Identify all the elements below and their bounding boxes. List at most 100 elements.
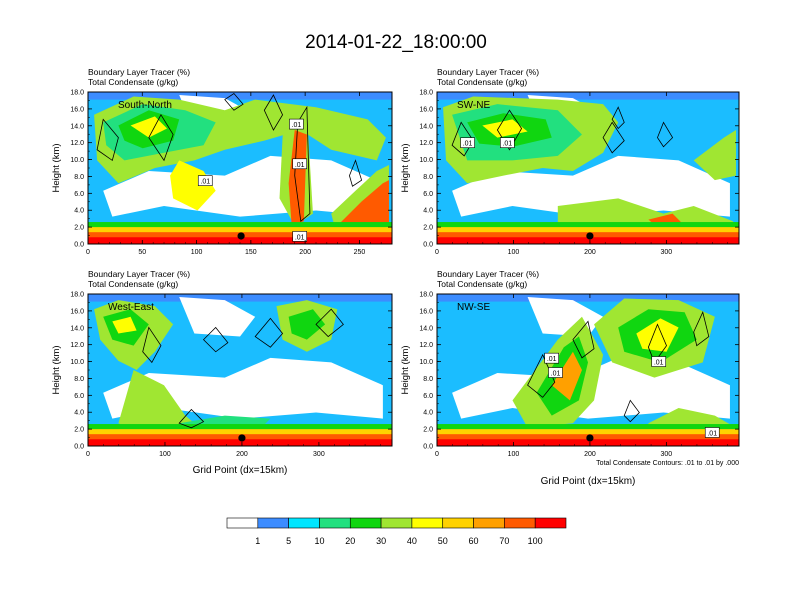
panel-title-line: Boundary Layer Tracer (%) bbox=[88, 269, 190, 279]
y-tick-label: 8.0 bbox=[423, 174, 433, 181]
panel-title-line: Boundary Layer Tracer (%) bbox=[437, 67, 539, 77]
y-axis-label: Height (km) bbox=[51, 143, 62, 192]
y-tick-label: 14.0 bbox=[419, 123, 433, 130]
plot-frame bbox=[436, 91, 740, 245]
tracer-field-shape bbox=[452, 104, 582, 161]
y-tick-label: 0.0 bbox=[423, 444, 433, 451]
field-background bbox=[88, 294, 392, 446]
colorbar-swatch bbox=[380, 517, 413, 529]
condensate-contour bbox=[602, 121, 625, 154]
contour-label-box bbox=[197, 175, 213, 186]
x-tick-label: 100 bbox=[191, 249, 203, 256]
boundary-layer-band bbox=[437, 232, 739, 244]
tracer-field-shape bbox=[179, 415, 271, 436]
x-axis-label: Grid Point (dx=15km) bbox=[193, 465, 288, 476]
boundary-layer-band bbox=[88, 429, 392, 446]
colorbar-label: 10 bbox=[314, 536, 324, 546]
tracer-field-shape bbox=[130, 116, 168, 138]
tracer-field-shape bbox=[648, 213, 685, 232]
contour-label-box bbox=[704, 427, 720, 438]
field-background bbox=[437, 92, 739, 244]
panel-title-line: Boundary Layer Tracer (%) bbox=[437, 269, 539, 279]
tracer-field-shape bbox=[112, 316, 137, 334]
location-marker bbox=[238, 434, 246, 442]
tracer-field-shape bbox=[279, 107, 313, 226]
field-clear-region bbox=[179, 297, 256, 337]
condensate-contour bbox=[451, 121, 474, 157]
condensate-contour bbox=[294, 105, 311, 222]
y-tick-label: 16.0 bbox=[419, 308, 433, 315]
y-axis-label: Height (km) bbox=[400, 143, 411, 192]
contour-label: .01 bbox=[551, 371, 561, 378]
field-clear-region bbox=[527, 95, 604, 135]
field-layers: .01 .01 .01 .01 bbox=[437, 297, 739, 446]
x-tick-label: 100 bbox=[508, 249, 520, 256]
colorbar-label: 5 bbox=[286, 536, 291, 546]
y-tick-label: 6.0 bbox=[423, 393, 433, 400]
tracer-field-shape bbox=[536, 336, 588, 416]
x-tick-label: 200 bbox=[584, 249, 596, 256]
contour-label: .01 bbox=[295, 234, 305, 241]
field-layers bbox=[88, 297, 392, 446]
boundary-layer-band bbox=[88, 222, 392, 244]
panel-south-north: .01 .01 .01 .01 0.0 2.0 4.0 6.0 8.0 10.0 12.0 14.0 1… bbox=[51, 67, 393, 256]
y-tick-label: 18.0 bbox=[419, 90, 433, 97]
tracer-field-shape bbox=[512, 316, 604, 428]
x-tick-label: 0 bbox=[435, 249, 439, 256]
y-tick-label: 16.0 bbox=[419, 106, 433, 113]
location-marker bbox=[237, 232, 245, 240]
tracer-field-shape bbox=[337, 180, 389, 240]
y-tick-label: 0.0 bbox=[423, 242, 433, 249]
condensate-contour bbox=[254, 317, 284, 348]
tracer-field-shape bbox=[288, 309, 326, 340]
contour-label-box bbox=[500, 137, 515, 148]
y-tick-label: 0.0 bbox=[74, 444, 84, 451]
contour-label-box bbox=[292, 231, 308, 242]
panel-title-line: Boundary Layer Tracer (%) bbox=[88, 67, 190, 77]
contour-label: .01 bbox=[292, 122, 302, 129]
x-tick-label: 250 bbox=[354, 249, 366, 256]
x-tick-label: 0 bbox=[86, 451, 90, 458]
condensate-contour bbox=[657, 121, 674, 148]
y-tick-label: 8.0 bbox=[74, 376, 84, 383]
colorbar-label: 40 bbox=[407, 536, 417, 546]
y-tick-label: 12.0 bbox=[419, 140, 433, 147]
x-tick-label: 300 bbox=[313, 451, 325, 458]
condensate-contour bbox=[611, 106, 625, 130]
tracer-field-shape bbox=[118, 370, 204, 437]
x-tick-label: 200 bbox=[299, 249, 311, 256]
tracer-field-shape bbox=[482, 119, 528, 138]
field-clear-region bbox=[179, 95, 256, 135]
panel-title-line: Total Condensate (g/kg) bbox=[88, 279, 178, 289]
colorbar-swatch bbox=[504, 517, 536, 529]
tracer-field-shape bbox=[693, 130, 736, 181]
panel-label: South-North bbox=[118, 100, 172, 111]
colorbar-label: 70 bbox=[499, 536, 509, 546]
colorbar-swatch bbox=[442, 517, 474, 529]
tracer-field-shape bbox=[331, 164, 389, 237]
x-tick-label: 100 bbox=[159, 451, 171, 458]
contour-label: .01 bbox=[547, 356, 557, 363]
condensate-contour bbox=[263, 94, 284, 131]
contour-label: .01 bbox=[200, 179, 210, 186]
colorbar: 1 5 10 20 30 40 50 60 70 100 bbox=[226, 517, 567, 546]
x-tick-label: 200 bbox=[584, 451, 596, 458]
field-clear-region bbox=[527, 297, 604, 337]
field-clear-region bbox=[452, 155, 730, 217]
x-tick-label: 300 bbox=[661, 249, 673, 256]
x-tick-label: 50 bbox=[138, 249, 146, 256]
y-tick-label: 12.0 bbox=[70, 140, 84, 147]
y-tick-label: 6.0 bbox=[423, 191, 433, 198]
tracer-field-shape bbox=[103, 309, 149, 346]
y-tick-label: 6.0 bbox=[74, 191, 84, 198]
tracer-field-shape bbox=[118, 110, 180, 149]
field-clear-region bbox=[103, 155, 383, 217]
colorbar-swatch bbox=[534, 517, 567, 529]
figure-title: 2014-01-22_18:00:00 bbox=[305, 32, 487, 53]
y-tick-label: 4.0 bbox=[74, 410, 84, 417]
colorbar-swatch bbox=[226, 517, 259, 529]
x-tick-label: 300 bbox=[661, 451, 673, 458]
boundary-layer-band bbox=[88, 237, 392, 244]
contour-label: .01 bbox=[654, 360, 664, 367]
